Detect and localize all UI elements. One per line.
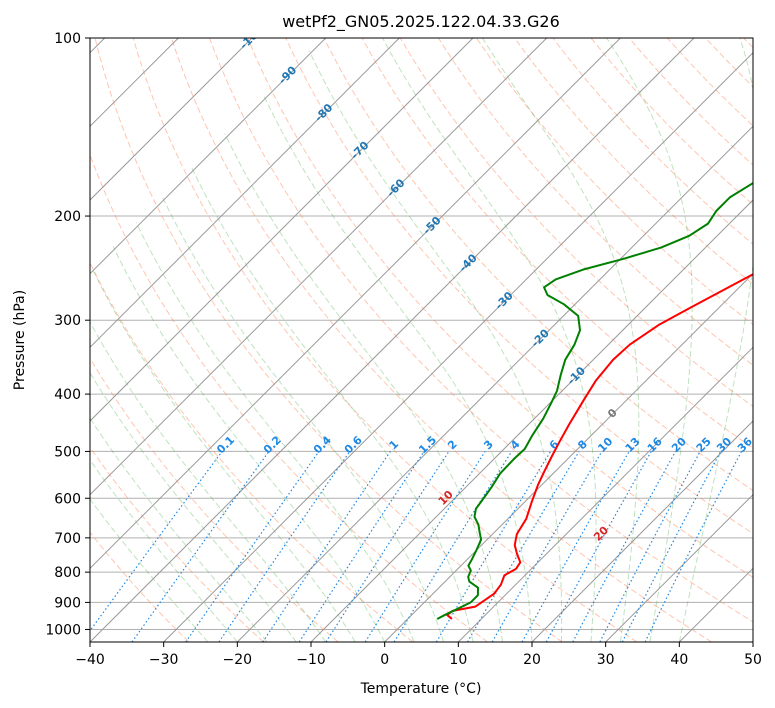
isotherm-line [90, 38, 327, 275]
isotherm-line [90, 38, 695, 642]
moist-adiabat-line [90, 417, 268, 642]
x-tick-label: −20 [223, 652, 253, 668]
plot-frame [89, 37, 754, 643]
y-tick-label: 400 [54, 387, 81, 403]
isotherm-line [310, 199, 753, 642]
mixing-ratio-line [572, 451, 677, 642]
moist-adiabats [90, 38, 753, 642]
x-tick-label: 30 [597, 652, 615, 668]
dry-adiabat-label: 30 [752, 555, 772, 575]
dry-adiabat-line [399, 38, 753, 408]
chart-title: wetPf2_GN05.2025.122.04.33.G26 [282, 12, 560, 32]
dry-adiabats [90, 38, 753, 642]
isotherm-line [90, 38, 621, 570]
y-axis-ticks: 100 200 300 400 500 600 700 800 900 1000 [45, 31, 90, 638]
mixing-ratio-line [491, 451, 603, 642]
x-tick-label: −10 [296, 652, 326, 668]
mixing-ratio-line [131, 451, 270, 642]
dry-adiabat-line [285, 38, 753, 535]
isotherm-line [236, 125, 753, 642]
mixing-ratio-line [393, 451, 513, 642]
mixing-ratio-lines [90, 451, 743, 642]
dewpoint-profile-line [436, 181, 753, 620]
dry-adiabat-line [514, 38, 753, 285]
x-tick-label: −30 [149, 652, 179, 668]
x-tick-label: 40 [670, 652, 688, 668]
dry-adiabat-line [132, 38, 638, 642]
mixing-ratio-line [325, 451, 450, 642]
y-axis-label: Pressure (hPa) [12, 290, 28, 390]
dry-adiabat-line [590, 38, 753, 206]
y-tick-label: 300 [54, 313, 81, 329]
moist-adiabat-line [135, 222, 415, 642]
moist-adiabat-line [678, 38, 753, 642]
isotherm-line [384, 272, 753, 642]
mixing-ratio-line [90, 451, 223, 632]
isotherm-line [457, 346, 753, 642]
y-tick-label: 600 [54, 491, 81, 507]
sounding-profiles [436, 181, 753, 620]
dry-adiabat-line [94, 38, 563, 642]
x-tick-label: 0 [380, 652, 389, 668]
moist-adiabat-line [161, 195, 445, 642]
y-tick-label: 800 [54, 565, 81, 581]
mixing-ratio-line [218, 451, 351, 642]
plot-area: 0.10.20.40.611.52346810131620253036-100-… [90, 38, 772, 642]
x-tick-label: 20 [523, 652, 541, 668]
mixing-ratio-line [545, 451, 652, 642]
moist-adiabat-line [224, 133, 504, 642]
moist-adiabat-line [308, 50, 563, 642]
moist-adiabat-line [90, 459, 238, 642]
moist-adiabat-line [263, 95, 533, 642]
isotherm-line [90, 38, 400, 349]
moist-adiabat-line [481, 38, 640, 642]
dry-adiabat-line [247, 38, 753, 578]
isotherm-line [163, 51, 753, 642]
mixing-ratio-line [364, 451, 486, 642]
moist-adiabat-line [606, 38, 693, 642]
moist-adiabat-line [382, 38, 597, 642]
isotherm-line [90, 38, 474, 422]
y-tick-label: 200 [54, 209, 81, 225]
y-tick-label: 700 [54, 531, 81, 547]
dry-adiabat-line [90, 357, 339, 642]
temperature-profile-line [446, 273, 753, 620]
moist-adiabat-line [90, 321, 327, 642]
moist-adiabat-line [112, 246, 386, 642]
pressure-gridlines [90, 38, 753, 630]
dry-adiabat-line [209, 38, 753, 623]
x-tick-label: −40 [75, 652, 105, 668]
dry-adiabat-line [90, 531, 190, 642]
mixing-ratio-line [521, 451, 630, 642]
isotherm-line [90, 38, 548, 496]
x-axis-label: Temperature (°C) [360, 681, 482, 697]
dry-adiabat-line [90, 261, 414, 642]
mixing-ratio-line [466, 451, 580, 642]
isotherm-line [531, 420, 753, 642]
moist-adiabat-line [190, 166, 474, 642]
isotherm-line [605, 493, 753, 642]
y-tick-label: 100 [54, 31, 81, 47]
dry-adiabat-line [90, 153, 488, 642]
dry-adiabat-line [323, 38, 753, 492]
dry-adiabat-line [438, 38, 753, 366]
x-tick-label: 50 [744, 652, 762, 668]
isotherm-line [90, 38, 253, 201]
y-tick-label: 1000 [45, 622, 81, 638]
moist-adiabat-line [90, 498, 209, 642]
y-tick-label: 500 [54, 444, 81, 460]
moist-adiabat-line [91, 267, 356, 642]
x-axis-ticks: −40 −30 −20 −10 0 10 20 30 40 50 [75, 642, 762, 668]
y-tick-label: 900 [54, 595, 81, 611]
isotherms [90, 38, 753, 642]
x-tick-label: 10 [449, 652, 467, 668]
dry-adiabat-line [552, 38, 753, 245]
